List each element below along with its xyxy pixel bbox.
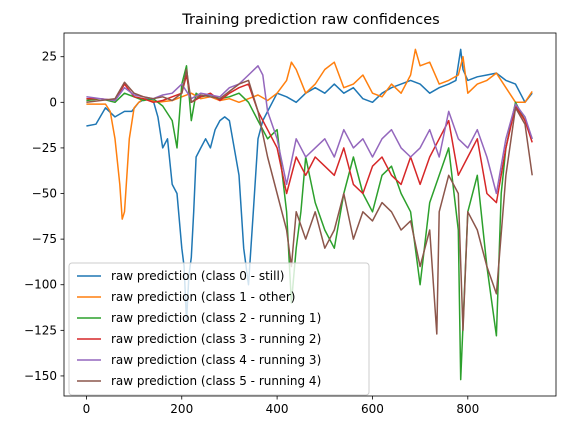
y-tick-label: −150 bbox=[24, 369, 57, 383]
x-tick-label: 400 bbox=[266, 402, 289, 416]
chart-title: Training prediction raw confidences bbox=[181, 12, 439, 28]
x-tick-label: 600 bbox=[361, 402, 384, 416]
legend-label-1: raw prediction (class 1 - other) bbox=[111, 290, 295, 304]
legend-label-3: raw prediction (class 3 - running 2) bbox=[111, 332, 321, 346]
axes: 0 200 400 600 800 25 0 −25 −50 −75 −100 −125 −150 bbox=[24, 32, 557, 416]
legend-label-2: raw prediction (class 2 - running 1) bbox=[111, 311, 321, 325]
x-tick-label: 0 bbox=[83, 402, 91, 416]
y-tick-label: −50 bbox=[32, 187, 57, 201]
legend-label-5: raw prediction (class 5 - running 4) bbox=[111, 374, 321, 388]
y-tick-label: 0 bbox=[49, 95, 57, 109]
plot-lines bbox=[86, 48, 533, 381]
y-tick-label: −125 bbox=[24, 323, 57, 337]
series-line-0 bbox=[86, 48, 533, 322]
series-line-2 bbox=[86, 65, 533, 381]
series-line-5 bbox=[86, 68, 533, 335]
y-tick-label: −75 bbox=[32, 232, 57, 246]
series-line-3 bbox=[86, 74, 533, 204]
legend-label-0: raw prediction (class 0 - still) bbox=[111, 269, 284, 283]
legend-box bbox=[68, 262, 370, 396]
legend-label-4: raw prediction (class 4 - running 3) bbox=[111, 353, 321, 367]
legend: raw prediction (class 0 - still) raw pred… bbox=[68, 262, 370, 396]
plot-frame bbox=[63, 32, 557, 397]
x-tick-label: 800 bbox=[456, 402, 479, 416]
y-tick-label: −100 bbox=[24, 278, 57, 292]
series-line-1 bbox=[86, 48, 533, 220]
series-line-4 bbox=[86, 65, 533, 195]
x-tick-label: 200 bbox=[170, 402, 193, 416]
y-tick-label: 25 bbox=[42, 50, 57, 64]
y-tick-label: −25 bbox=[32, 141, 57, 155]
